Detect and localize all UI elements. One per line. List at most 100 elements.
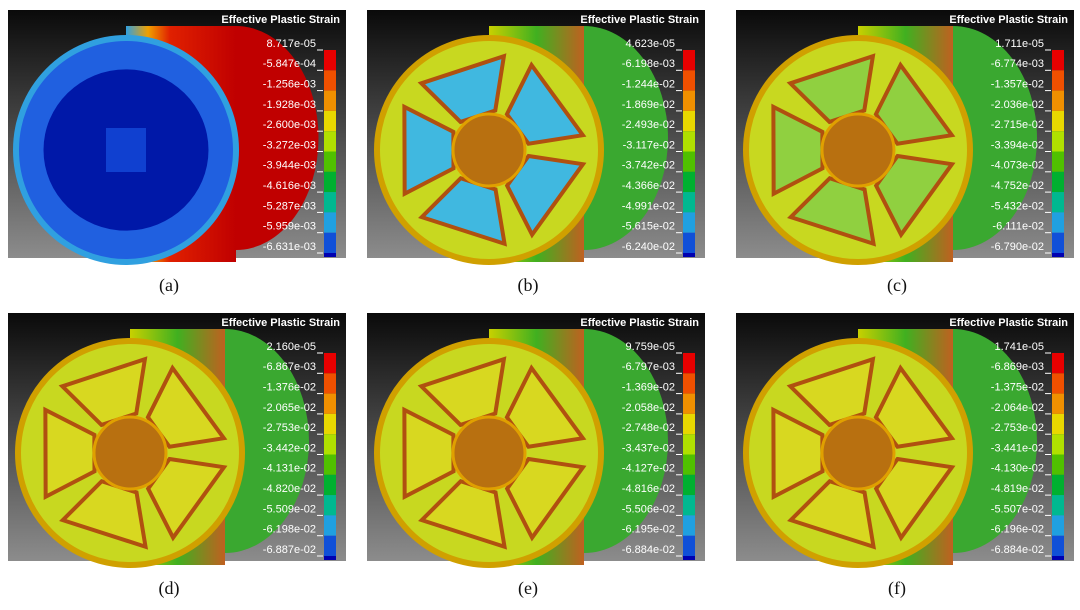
legend-swatch	[1052, 353, 1064, 374]
legend-title: Effective Plastic Strain	[580, 317, 699, 329]
legend-swatch	[324, 192, 336, 213]
legend-label: -4.816e-02	[622, 483, 675, 495]
legend-swatch	[1052, 110, 1064, 132]
legend-swatch	[683, 393, 695, 414]
legend-swatch	[324, 515, 336, 536]
legend-label: -6.790e-02	[991, 241, 1044, 253]
legend-label: 9.759e-05	[625, 341, 675, 353]
caption: (f)	[888, 578, 906, 599]
legend-swatch	[1052, 90, 1064, 111]
legend-swatch	[1052, 131, 1064, 152]
legend-swatch	[683, 495, 695, 516]
legend-label: -5.506e-02	[622, 503, 675, 515]
caption: (b)	[518, 275, 539, 296]
legend-swatch	[324, 556, 336, 560]
panel: Effective Plastic Strain 1.711e-05 -6.774e…	[736, 10, 1074, 265]
legend-swatch	[683, 192, 695, 213]
legend-swatch	[1052, 535, 1064, 556]
legend-label: -2.748e-02	[622, 422, 675, 434]
legend-label: -2.600e-03	[263, 119, 316, 131]
legend-label: -5.615e-02	[622, 221, 675, 233]
legend-swatch	[683, 454, 695, 475]
legend-label: -1.376e-02	[263, 382, 316, 394]
legend-label: -6.111e-02	[992, 221, 1044, 233]
legend-label: -6.196e-02	[991, 524, 1044, 536]
legend-label: -4.130e-02	[991, 463, 1044, 475]
legend-swatch	[1052, 151, 1064, 172]
legend-title: Effective Plastic Strain	[221, 14, 340, 26]
legend-label: -2.493e-02	[622, 119, 675, 131]
legend-swatch	[1052, 556, 1064, 560]
face-hub	[106, 128, 146, 172]
legend-swatch	[1052, 515, 1064, 536]
legend-swatch	[683, 515, 695, 536]
legend-label: -6.198e-02	[263, 524, 316, 536]
legend-label: -4.752e-02	[991, 180, 1044, 192]
legend-label: -5.287e-03	[263, 200, 316, 212]
legend-label: -1.357e-02	[991, 79, 1044, 91]
legend-swatch	[683, 556, 695, 560]
legend-label: -4.820e-02	[263, 483, 316, 495]
legend-swatch	[324, 171, 336, 193]
legend-swatch	[324, 212, 336, 233]
caption: (c)	[887, 275, 907, 296]
legend-label: -6.774e-03	[991, 58, 1044, 70]
legend-label: 2.160e-05	[266, 341, 316, 353]
legend-label: -4.991e-02	[622, 200, 675, 212]
face-hub	[451, 415, 527, 491]
legend-swatch	[324, 110, 336, 132]
legend-label: -6.884e-02	[991, 544, 1044, 556]
caption: (e)	[518, 578, 538, 599]
legend-swatch	[1052, 253, 1064, 257]
legend-swatch	[683, 413, 695, 435]
legend-swatch	[324, 353, 336, 374]
legend-swatch	[683, 171, 695, 193]
legend-swatch	[683, 110, 695, 132]
legend-label: -2.058e-02	[622, 402, 675, 414]
legend-label: -1.256e-03	[263, 79, 316, 91]
legend-swatch	[324, 373, 336, 394]
legend-swatch	[683, 131, 695, 152]
face-hub	[820, 112, 896, 188]
legend-label: -1.869e-02	[622, 99, 675, 111]
legend-label: -6.887e-02	[263, 544, 316, 556]
legend-title: Effective Plastic Strain	[221, 317, 340, 329]
face-hub	[820, 415, 896, 491]
legend-swatch	[324, 70, 336, 91]
legend-label: -2.753e-02	[991, 422, 1044, 434]
legend-swatch	[1052, 413, 1064, 435]
legend-swatch	[1052, 192, 1064, 213]
legend-swatch	[324, 90, 336, 111]
legend-title: Effective Plastic Strain	[949, 317, 1068, 329]
legend-swatch	[683, 212, 695, 233]
legend-label: -4.819e-02	[991, 483, 1044, 495]
legend-label: 1.741e-05	[994, 341, 1044, 353]
legend-label: -6.869e-03	[991, 361, 1044, 373]
legend-label: -3.394e-02	[991, 139, 1044, 151]
legend-label: -5.507e-02	[991, 503, 1044, 515]
legend-label: -4.131e-02	[263, 463, 316, 475]
legend-label: -1.244e-02	[622, 79, 675, 91]
legend-label: -6.884e-02	[622, 544, 675, 556]
legend-swatch	[683, 151, 695, 172]
legend-label: -4.366e-02	[622, 180, 675, 192]
legend-swatch	[1052, 495, 1064, 516]
legend-swatch	[683, 535, 695, 556]
legend-swatch	[324, 50, 336, 71]
legend-swatch	[324, 474, 336, 496]
legend-label: -6.195e-02	[622, 524, 675, 536]
legend-swatch	[683, 253, 695, 257]
legend-label: -1.375e-02	[991, 382, 1044, 394]
face-hub	[92, 415, 168, 491]
legend-swatch	[1052, 50, 1064, 71]
legend-swatch	[1052, 212, 1064, 233]
legend-label: -1.369e-02	[622, 382, 675, 394]
legend-swatch	[683, 434, 695, 455]
legend-swatch	[324, 495, 336, 516]
legend-title: Effective Plastic Strain	[949, 14, 1068, 26]
legend-swatch	[683, 90, 695, 111]
legend-label: -2.065e-02	[263, 402, 316, 414]
legend-label: -1.928e-03	[263, 99, 316, 111]
legend-swatch	[683, 373, 695, 394]
